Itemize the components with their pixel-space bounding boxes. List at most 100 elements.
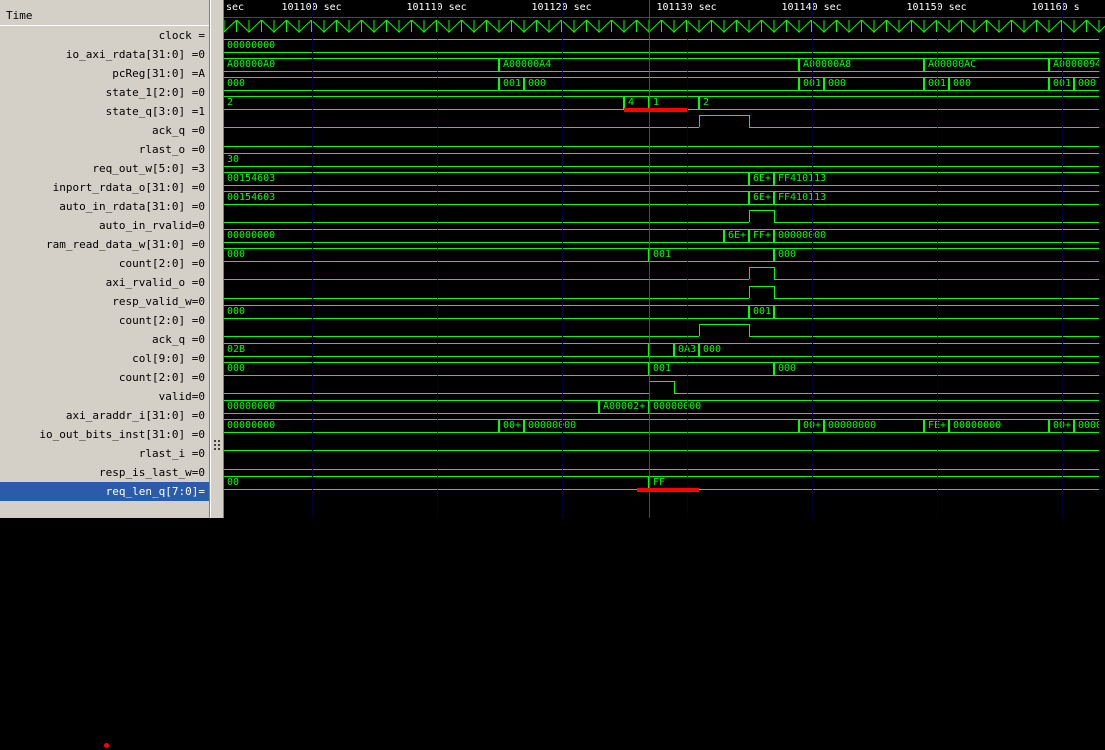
signal-req_len_q70[interactable]: req_len_q[7:0]=	[0, 482, 209, 501]
wave-row[interactable]: 000001000001000001000001000	[224, 75, 1105, 94]
bus-segment: 001	[749, 305, 774, 319]
highlight-bar	[624, 108, 687, 112]
wave-row[interactable]: 000001	[224, 303, 1105, 322]
signal-auto_in_rvalid[interactable]: auto_in_rvalid=0	[0, 216, 209, 235]
wire-edge	[774, 210, 775, 222]
bus-segment: FF+	[749, 229, 774, 243]
bus-segment: A00002+	[599, 400, 649, 414]
wave-row[interactable]: 000000006E+FF+00000000	[224, 227, 1105, 246]
wire-level	[749, 336, 1099, 337]
signal-axi_rvalid_o[interactable]: axi_rvalid_o =0	[0, 273, 209, 292]
bus-segment: 00000000	[224, 400, 599, 414]
wave-row[interactable]: A00000A0A00000A4A00000A8A00000ACA0000094	[224, 56, 1105, 75]
wire-level	[699, 324, 749, 325]
bus-segment: 000	[224, 305, 749, 319]
signal-count20[interactable]: count[2:0] =0	[0, 254, 209, 273]
signal-valid[interactable]: valid=0	[0, 387, 209, 406]
signal-ack_q[interactable]: ack_q =0	[0, 121, 209, 140]
signal-rlast_i[interactable]: rlast_i =0	[0, 444, 209, 463]
wave-row[interactable]: 00000000	[224, 37, 1105, 56]
wave-row[interactable]: 000001000	[224, 360, 1105, 379]
wave-row[interactable]	[224, 18, 1105, 37]
wire-edge	[749, 267, 750, 279]
bus-segment: 001	[499, 77, 524, 91]
wire-edge	[749, 115, 750, 127]
highlight-bar	[637, 488, 700, 492]
signal-count20[interactable]: count[2:0] =0	[0, 368, 209, 387]
wire-edge	[699, 115, 700, 127]
time-ruler[interactable]: sec101100 sec101110 sec101120 sec101130 …	[224, 0, 1105, 18]
wire-level	[224, 336, 699, 337]
signal-ack_q[interactable]: ack_q =0	[0, 330, 209, 349]
splitter-handle[interactable]	[210, 0, 224, 518]
wire-edge	[674, 381, 675, 393]
bus-segment: 00000000	[224, 419, 499, 433]
wire-level	[674, 393, 1099, 394]
waveform-area[interactable]: sec101100 sec101110 sec101120 sec101130 …	[224, 0, 1105, 518]
wave-row[interactable]: 001546036E+FF410113	[224, 189, 1105, 208]
bus-segment: 6E+	[724, 229, 749, 243]
bus-segment: FF	[649, 476, 1099, 490]
wave-row[interactable]	[224, 208, 1105, 227]
wire-edge	[699, 324, 700, 336]
signal-clock[interactable]: clock =	[0, 26, 209, 45]
signal-io_out_bits_inst310[interactable]: io_out_bits_inst[31:0] =0	[0, 425, 209, 444]
signal-axi_araddr_i310[interactable]: axi_araddr_i[31:0] =0	[0, 406, 209, 425]
wave-row[interactable]	[224, 113, 1105, 132]
wave-row[interactable]	[224, 436, 1105, 455]
signal-io_axi_rdata310[interactable]: io_axi_rdata[31:0] =0	[0, 45, 209, 64]
bus-segment: 00154603	[224, 172, 749, 186]
bus-segment: 6E+	[749, 191, 774, 205]
wire-level	[749, 267, 774, 268]
bus-segment: A00000A8	[799, 58, 924, 72]
wave-row[interactable]	[224, 379, 1105, 398]
signal-ram_read_data_w310[interactable]: ram_read_data_w[31:0] =0	[0, 235, 209, 254]
wave-row[interactable]: 02B0A3000	[224, 341, 1105, 360]
bus-segment: 000	[524, 77, 799, 91]
wire-edge	[749, 210, 750, 222]
wave-row[interactable]	[224, 265, 1105, 284]
time-cursor[interactable]	[649, 0, 650, 518]
wave-row[interactable]: 000001000	[224, 246, 1105, 265]
bus-segment: 000	[1074, 77, 1099, 91]
wave-row[interactable]	[224, 455, 1105, 474]
time-header: Time	[0, 6, 209, 26]
signal-state_q30[interactable]: state_q[3:0] =1	[0, 102, 209, 121]
bus-segment: 6E+	[749, 172, 774, 186]
wave-row[interactable]	[224, 284, 1105, 303]
wire-level	[749, 286, 774, 287]
signal-req_out_w50[interactable]: req_out_w[5:0] =3	[0, 159, 209, 178]
bus-segment: 00000000	[824, 419, 924, 433]
bus-segment: 001	[649, 362, 774, 376]
bus-segment: 00+	[499, 419, 524, 433]
signal-resp_valid_w[interactable]: resp_valid_w=0	[0, 292, 209, 311]
wave-row[interactable]: 0000000000+0000000000+00000000FE+0000000…	[224, 417, 1105, 436]
wave-row[interactable]	[224, 132, 1105, 151]
signal-inport_rdata_o310[interactable]: inport_rdata_o[31:0] =0	[0, 178, 209, 197]
signal-state_120[interactable]: state_1[2:0] =0	[0, 83, 209, 102]
wire-edge	[774, 267, 775, 279]
bus-segment: 00154603	[224, 191, 749, 205]
wire-level	[224, 222, 749, 223]
wave-row[interactable]: 001546036E+FF410113	[224, 170, 1105, 189]
bus-segment: A0000094	[1049, 58, 1099, 72]
wave-row[interactable]	[224, 322, 1105, 341]
bus-segment: 0000	[1074, 419, 1099, 433]
signal-auto_in_rdata310[interactable]: auto_in_rdata[31:0] =0	[0, 197, 209, 216]
wire-level	[749, 210, 774, 211]
signal-col90[interactable]: col[9:0] =0	[0, 349, 209, 368]
signal-resp_is_last_w[interactable]: resp_is_last_w=0	[0, 463, 209, 482]
signal-rlast_o[interactable]: rlast_o =0	[0, 140, 209, 159]
wire-level	[749, 127, 1099, 128]
wave-row[interactable]: 30	[224, 151, 1105, 170]
bus-segment: 00000000	[949, 419, 1049, 433]
signal-count20[interactable]: count[2:0] =0	[0, 311, 209, 330]
marker-dot	[104, 743, 109, 748]
bus-segment: 000	[224, 77, 499, 91]
signal-panel[interactable]: Time clock =io_axi_rdata[31:0] =0pcReg[3…	[0, 0, 210, 518]
wire-edge	[749, 324, 750, 336]
signal-pcreg310[interactable]: pcReg[31:0] =A	[0, 64, 209, 83]
wire-edge	[749, 286, 750, 298]
wave-row[interactable]: 00000000A00002+00000000	[224, 398, 1105, 417]
wire-level	[224, 298, 749, 299]
